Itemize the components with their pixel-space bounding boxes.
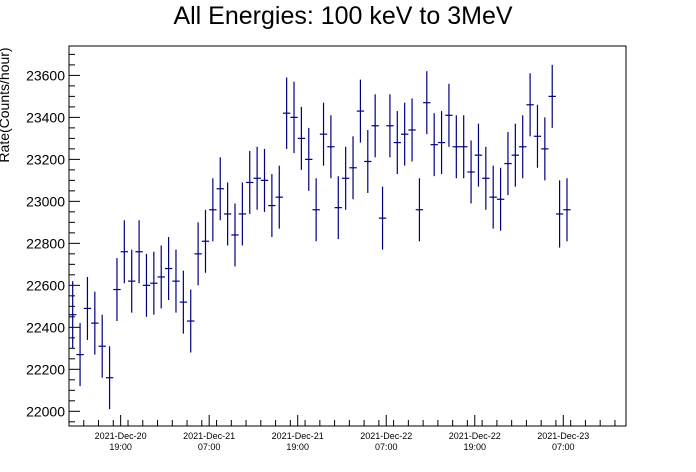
x-tick-time: 07:00 [552,442,575,452]
plot-frame [68,45,627,427]
data-point [334,176,342,240]
data-point [260,148,269,212]
y-tick-label: 22200 [26,361,65,377]
data-point [364,129,372,193]
data-point [128,249,136,313]
chart-title: All Energies: 100 keV to 3MeV [173,2,512,30]
data-point [69,281,77,349]
data-point [275,165,283,229]
data-point [519,115,527,179]
data-point [452,115,461,179]
y-tick-label: 22800 [26,235,65,251]
y-tick-label: 23200 [26,151,65,167]
y-tick-label: 23000 [26,193,65,209]
data-point [201,209,210,273]
data-point [430,113,438,177]
x-tick-date: 2021-Dec-21 [183,431,235,441]
data-point [400,102,409,166]
x-tick-time: 07:00 [375,442,398,452]
data-point [135,220,143,284]
data-point [105,346,114,410]
data-point [386,94,394,158]
data-point [113,258,121,322]
data-point [371,94,379,158]
data-point [76,323,84,387]
data-point [482,146,490,210]
data-point [341,146,350,210]
x-axis: 2021-Dec-2019:002021-Dec-2107:002021-Dec… [68,415,616,452]
data-point [194,222,202,286]
data-point [91,291,99,355]
data-point [209,178,217,242]
data-point [541,117,549,181]
y-tick-label: 23600 [26,67,65,83]
data-point [312,178,320,242]
x-tick-date: 2021-Dec-20 [95,431,147,441]
data-point [268,174,276,238]
data-point [319,102,328,166]
x-tick-date: 2021-Dec-22 [449,431,501,441]
data-point [246,150,254,214]
data-point [474,123,483,187]
data-point [423,71,431,135]
data-point [393,111,401,175]
data-point [460,115,468,179]
data-point [533,104,542,168]
data-point [238,182,247,246]
data-point [164,237,173,301]
data-point [511,123,520,187]
y-tick-label: 22400 [26,319,65,335]
data-point [356,79,365,143]
data-point [98,314,106,378]
data-point [223,182,232,246]
data-point [437,111,446,175]
data-point [467,140,475,204]
data-point [415,178,424,242]
data-point [555,180,564,248]
data-point [179,270,188,334]
data-point [150,251,158,315]
x-tick-date: 2021-Dec-22 [360,431,412,441]
data-point [548,64,556,128]
data-point [297,106,306,170]
data-point [231,203,239,267]
y-tick-label: 22000 [26,403,65,419]
data-point [563,178,571,242]
data-point [408,98,416,162]
data-point [253,146,261,210]
data-point [349,136,357,200]
y-tick-label: 23400 [26,109,65,125]
x-tick-time: 19:00 [463,442,486,452]
data-point [187,289,195,353]
data-point [120,220,129,284]
data-point [172,249,180,313]
data-point [83,276,92,340]
y-tick-label: 22600 [26,277,65,293]
data-point [327,115,335,179]
y-axis-label: Rate(Counts/hour) [0,47,12,162]
data-point [526,73,534,137]
data-point [378,186,387,250]
data-point [157,245,165,309]
data-point [504,132,512,196]
data-series [69,64,571,410]
x-tick-time: 19:00 [286,442,309,452]
x-tick-time: 19:00 [109,442,132,452]
data-point [489,165,497,229]
data-point [445,83,453,147]
data-point [290,81,298,154]
data-point [216,157,224,221]
x-tick-date: 2021-Dec-21 [272,431,324,441]
data-point [305,127,313,191]
data-point [142,253,151,317]
data-point [496,167,505,231]
x-tick-time: 07:00 [198,442,221,452]
x-tick-date: 2021-Dec-23 [537,431,589,441]
y-axis: 22000 22200 22400 22600 22800 23000 23200 23400… [26,53,80,423]
data-point [282,77,291,149]
